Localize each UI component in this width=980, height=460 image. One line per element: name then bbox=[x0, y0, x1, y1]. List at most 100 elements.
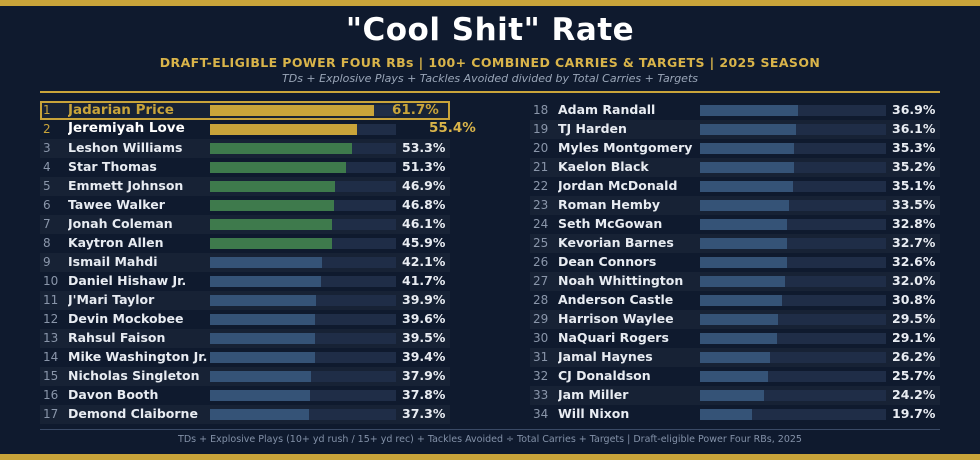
player-name: Jam Miller bbox=[558, 387, 629, 402]
ranking-row: 9 Ismail Mahdi 42.1% bbox=[40, 253, 450, 272]
bar-mark bbox=[210, 314, 315, 325]
value-label: 42.1% bbox=[402, 254, 446, 269]
ranking-row: 27 Noah Whittington 32.0% bbox=[530, 272, 940, 291]
value-label: 39.9% bbox=[402, 292, 446, 307]
chart-description: TDs + Explosive Plays + Tackles Avoided … bbox=[282, 72, 698, 85]
rank-number: 27 bbox=[533, 274, 549, 288]
bar-track bbox=[210, 105, 396, 116]
player-name: Nicholas Singleton bbox=[68, 368, 200, 383]
rank-number: 33 bbox=[533, 388, 549, 402]
value-label: 24.2% bbox=[892, 387, 936, 402]
rank-number: 16 bbox=[43, 388, 59, 402]
rank-number: 20 bbox=[533, 141, 549, 155]
value-label: 35.3% bbox=[892, 140, 936, 155]
bar-mark bbox=[700, 219, 787, 230]
bar-track bbox=[700, 238, 886, 249]
bar-track bbox=[700, 390, 886, 401]
rank-number: 19 bbox=[533, 122, 549, 136]
player-name: Star Thomas bbox=[68, 159, 157, 174]
rank-number: 31 bbox=[533, 350, 549, 364]
bar-track bbox=[210, 371, 396, 382]
bar-mark bbox=[210, 105, 374, 116]
ranking-row: 23 Roman Hemby 33.5% bbox=[530, 196, 940, 215]
player-name: Demond Claiborne bbox=[68, 406, 198, 421]
ranking-row: 33 Jam Miller 24.2% bbox=[530, 386, 940, 405]
bar-track bbox=[700, 105, 886, 116]
value-label: 39.5% bbox=[402, 330, 446, 345]
rank-number: 34 bbox=[533, 407, 549, 421]
rank-number: 5 bbox=[43, 179, 51, 193]
bar-track bbox=[700, 295, 886, 306]
rank-number: 2 bbox=[43, 122, 51, 136]
rank-number: 23 bbox=[533, 198, 549, 212]
player-name: Anderson Castle bbox=[558, 292, 674, 307]
ranking-column-left: 1 Jadarian Price 61.7% 2 Jeremiyah Love 55.4%… bbox=[40, 101, 476, 424]
player-name: Jonah Coleman bbox=[68, 216, 173, 231]
bar-mark bbox=[210, 257, 322, 268]
player-name: Davon Booth bbox=[68, 387, 159, 402]
value-label: 32.6% bbox=[892, 254, 936, 269]
bar-track bbox=[700, 200, 886, 211]
player-name: Harrison Waylee bbox=[558, 311, 674, 326]
ranking-row: 6 Tawee Walker 46.8% bbox=[40, 196, 450, 215]
ranking-row: 22 Jordan McDonald 35.1% bbox=[530, 177, 940, 196]
rank-number: 21 bbox=[533, 160, 549, 174]
player-name: Kevorian Barnes bbox=[558, 235, 674, 250]
bar-track bbox=[700, 181, 886, 192]
ranking-row: 7 Jonah Coleman 46.1% bbox=[40, 215, 450, 234]
chart-footnote: TDs + Explosive Plays (10+ yd rush / 15+… bbox=[178, 434, 802, 445]
bar-track bbox=[210, 181, 396, 192]
chart-subtitle: DRAFT-ELIGIBLE POWER FOUR RBs | 100+ COM… bbox=[159, 55, 821, 70]
bar-mark bbox=[210, 333, 315, 344]
value-label: 39.6% bbox=[402, 311, 446, 326]
bar-mark bbox=[210, 143, 352, 154]
bar-track bbox=[700, 124, 886, 135]
page-title: "Cool Shit" Rate bbox=[345, 12, 635, 48]
bar-track bbox=[700, 257, 886, 268]
bar-track bbox=[210, 333, 396, 344]
value-label: 55.4% bbox=[429, 120, 476, 136]
bar-mark bbox=[210, 409, 309, 420]
player-name: J'Mari Taylor bbox=[68, 292, 155, 307]
bar-track bbox=[700, 333, 886, 344]
ranking-row: 25 Kevorian Barnes 32.7% bbox=[530, 234, 940, 253]
bar-track bbox=[210, 390, 396, 401]
bar-track bbox=[700, 314, 886, 325]
rank-number: 4 bbox=[43, 160, 51, 174]
bottom-accent-bar bbox=[0, 454, 980, 460]
rank-number: 22 bbox=[533, 179, 549, 193]
bar-mark bbox=[700, 124, 796, 135]
player-name: CJ Donaldson bbox=[558, 368, 651, 383]
value-label: 39.4% bbox=[402, 349, 446, 364]
header-divider bbox=[40, 91, 940, 93]
bar-mark bbox=[700, 257, 787, 268]
ranking-row: 28 Anderson Castle 30.8% bbox=[530, 291, 940, 310]
ranking-row: 17 Demond Claiborne 37.3% bbox=[40, 405, 450, 424]
bar-mark bbox=[210, 352, 315, 363]
rank-number: 30 bbox=[533, 331, 549, 345]
player-name: Jadarian Price bbox=[68, 102, 174, 118]
player-name: Adam Randall bbox=[558, 102, 656, 117]
rank-number: 15 bbox=[43, 369, 59, 383]
bar-track bbox=[700, 409, 886, 420]
ranking-row: 13 Rahsul Faison 39.5% bbox=[40, 329, 450, 348]
bar-mark bbox=[210, 295, 316, 306]
bar-track bbox=[700, 276, 886, 287]
ranking-row: 11 J'Mari Taylor 39.9% bbox=[40, 291, 450, 310]
ranking-row: 19 TJ Harden 36.1% bbox=[530, 120, 940, 139]
ranking-row: 14 Mike Washington Jr. 39.4% bbox=[40, 348, 450, 367]
bar-track bbox=[700, 352, 886, 363]
rank-number: 1 bbox=[43, 103, 51, 117]
player-name: Roman Hemby bbox=[558, 197, 660, 212]
player-name: Mike Washington Jr. bbox=[68, 349, 208, 364]
player-name: Will Nixon bbox=[558, 406, 630, 421]
bar-track bbox=[210, 238, 396, 249]
bar-track bbox=[210, 257, 396, 268]
ranking-row: 12 Devin Mockobee 39.6% bbox=[40, 310, 450, 329]
ranking-row: 15 Nicholas Singleton 37.9% bbox=[40, 367, 450, 386]
rank-number: 9 bbox=[43, 255, 51, 269]
value-label: 36.1% bbox=[892, 121, 936, 136]
value-label: 61.7% bbox=[392, 102, 439, 118]
ranking-row: 3 Leshon Williams 53.3% bbox=[40, 139, 450, 158]
rank-number: 7 bbox=[43, 217, 51, 231]
